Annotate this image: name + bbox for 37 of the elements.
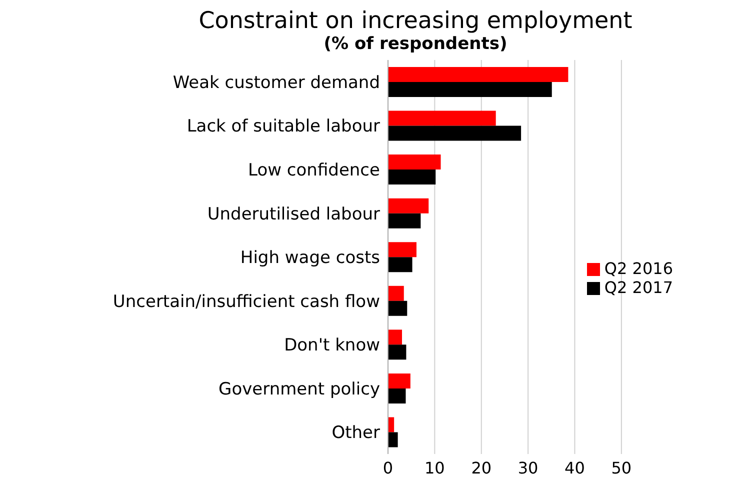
- bar: [388, 300, 408, 316]
- bar: [388, 198, 429, 214]
- y-tick-label: Don't know: [284, 336, 380, 356]
- bar: [388, 388, 406, 404]
- bar: [388, 242, 416, 258]
- bar: [388, 126, 522, 141]
- bar: [388, 82, 552, 98]
- x-tick-label: 30: [518, 458, 538, 478]
- y-tick-label: Weak customer demand: [172, 72, 380, 93]
- y-tick-label: Underutilised labour: [207, 204, 380, 224]
- y-tick-label: High wage costs: [240, 248, 380, 268]
- bar: [388, 154, 441, 170]
- bar: [388, 417, 394, 432]
- bar: [388, 330, 402, 345]
- bar: [388, 286, 404, 301]
- bar: [388, 373, 410, 388]
- y-tick-label: Government policy: [218, 379, 380, 400]
- chart-title: Constraint on increasing employment: [198, 8, 634, 34]
- x-tick-label: 50: [611, 458, 632, 478]
- bar: [388, 213, 421, 228]
- bar: [388, 257, 412, 272]
- chart-subtitle: (% of respondents): [322, 34, 508, 54]
- legend-label: Q2 2017: [604, 278, 673, 297]
- legend-label: Q2 2016: [604, 259, 673, 278]
- bar: [388, 432, 398, 448]
- bar: [388, 170, 436, 185]
- x-tick-label: 40: [564, 458, 585, 478]
- x-tick-label: 0: [382, 458, 394, 478]
- bar: [388, 67, 568, 82]
- y-tick-label: Lack of suitable labour: [186, 116, 380, 137]
- x-tick-label: 10: [424, 458, 445, 478]
- y-tick-label: Other: [332, 423, 380, 444]
- bar: [388, 344, 406, 360]
- bar: [388, 110, 496, 126]
- y-tick-label: Low confidence: [248, 160, 380, 180]
- x-tick-label: 20: [471, 458, 492, 478]
- y-tick-label: Uncertain/insufficient cash flow: [112, 292, 380, 312]
